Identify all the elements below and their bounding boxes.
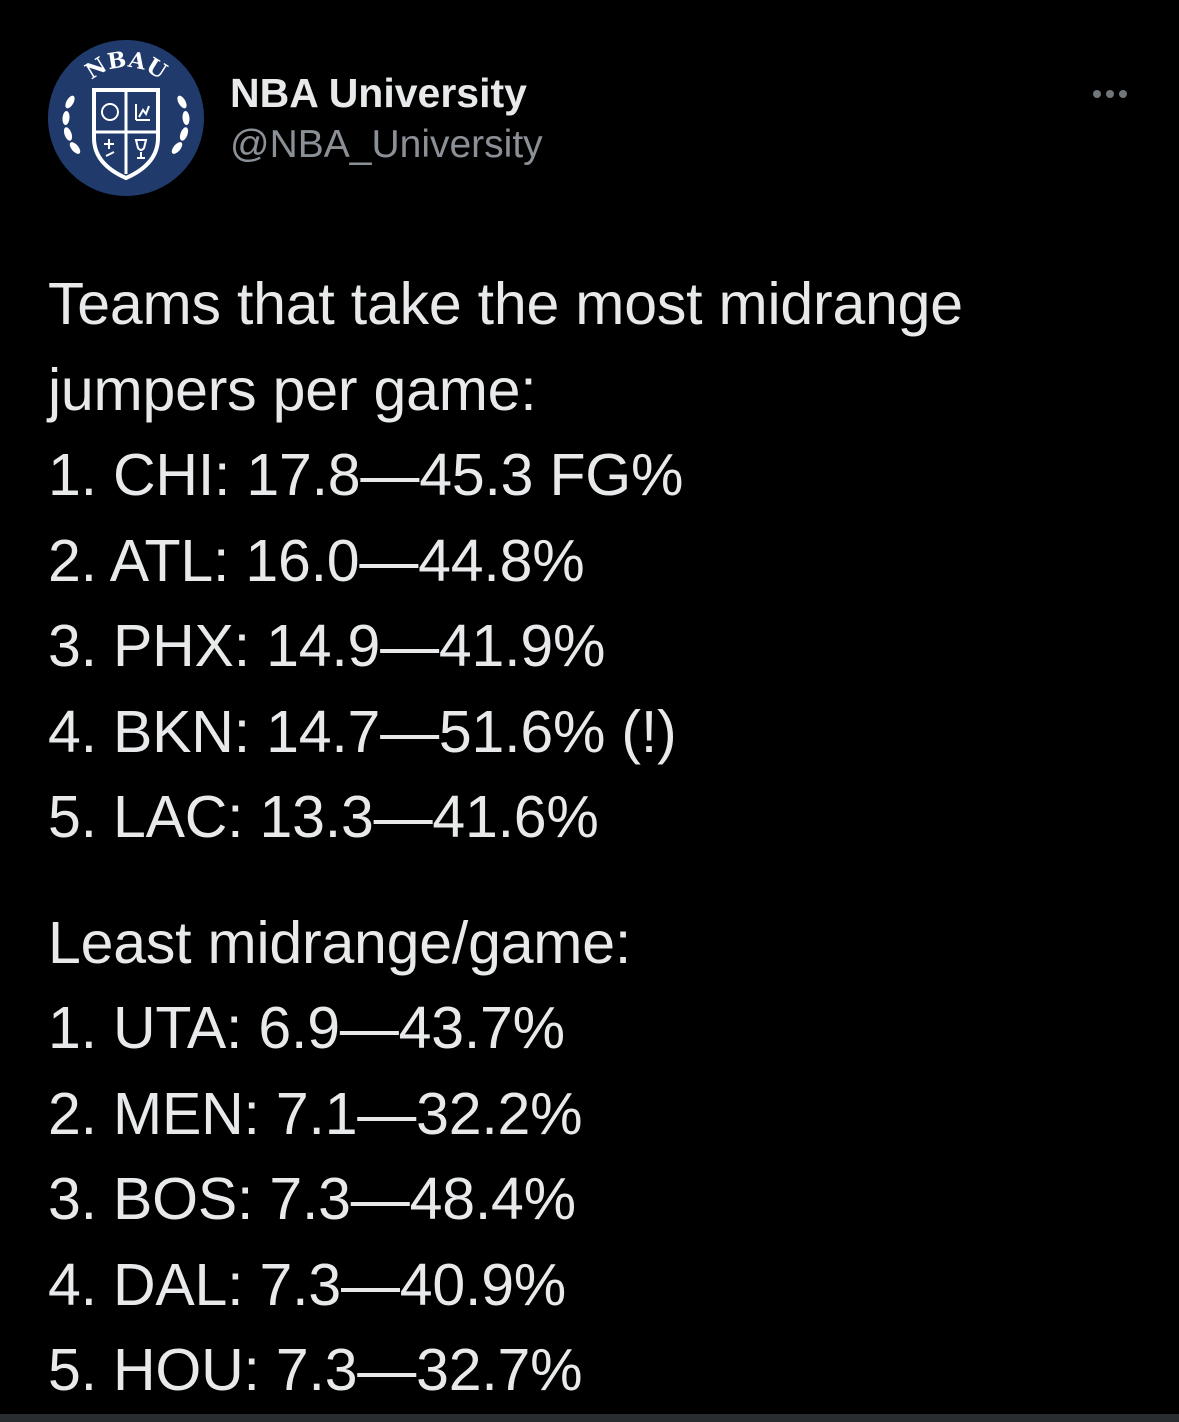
most-list-item: 1. CHI: 17.8—45.3 FG% bbox=[48, 442, 684, 508]
nbau-crest-icon: NBAU bbox=[48, 40, 204, 196]
more-horizontal-icon bbox=[1093, 90, 1101, 98]
paragraph-gap bbox=[48, 861, 1138, 901]
handle[interactable]: @NBA_University bbox=[230, 123, 543, 166]
intro-line: Teams that take the most midrange bbox=[48, 271, 963, 337]
intro-line: jumpers per game: bbox=[48, 356, 537, 423]
least-list-item: 5. HOU: 7.3—32.7% bbox=[48, 1337, 583, 1403]
least-list-item: 2. MEN: 7.1—32.2% bbox=[48, 1080, 583, 1147]
least-heading: Least midrange/game: bbox=[48, 909, 632, 976]
display-name[interactable]: NBA University bbox=[230, 70, 527, 116]
most-list-item: 5. LAC: 13.3—41.6% bbox=[48, 784, 599, 850]
tweet-header: NBAU NBA University @NBA_University bbox=[48, 40, 1138, 200]
tweet-text: Teams that take the most midrange jumper… bbox=[48, 262, 1138, 1414]
most-list-item: 3. PHX: 14.9—41.9% bbox=[48, 613, 606, 679]
least-list-item: 3. BOS: 7.3—48.4% bbox=[48, 1166, 576, 1232]
more-horizontal-icon bbox=[1119, 90, 1127, 98]
more-horizontal-icon bbox=[1106, 90, 1114, 98]
least-list-item: 4. DAL: 7.3—40.9% bbox=[48, 1251, 567, 1318]
least-list-item: 1. UTA: 6.9—43.7% bbox=[48, 995, 565, 1061]
most-list-item: 2. ATL: 16.0—44.8% bbox=[48, 527, 585, 594]
author-names: NBA University @NBA_University bbox=[230, 70, 543, 170]
divider bbox=[0, 1414, 1179, 1422]
more-options-button[interactable] bbox=[1082, 74, 1138, 114]
avatar[interactable]: NBAU bbox=[48, 40, 204, 196]
most-list-item: 4. BKN: 14.7—51.6% (!) bbox=[48, 698, 677, 765]
